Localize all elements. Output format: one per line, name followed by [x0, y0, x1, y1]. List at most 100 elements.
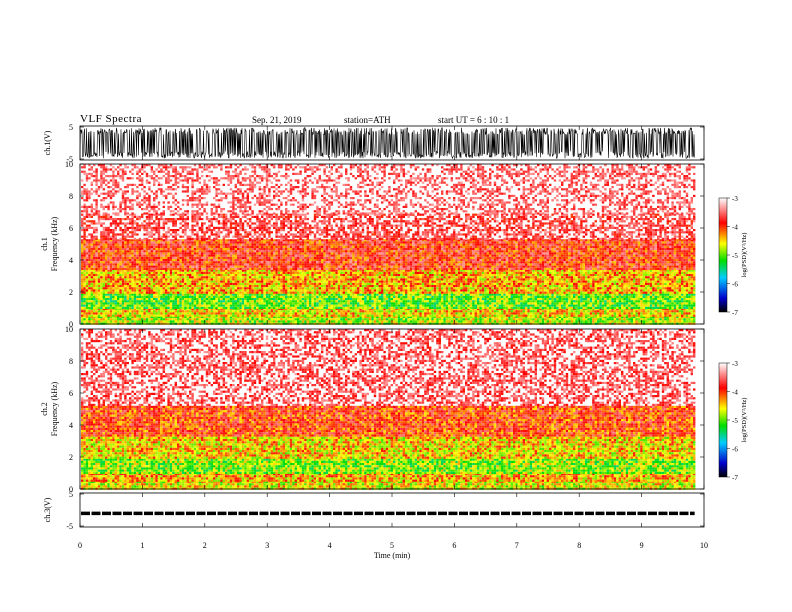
spectrogram-cell — [652, 320, 654, 322]
spectrogram-cell — [400, 320, 402, 322]
spectrogram-cell — [100, 320, 102, 322]
spectrogram-cell — [309, 318, 311, 320]
spectrogram-cell — [650, 320, 652, 322]
spectrogram-cell — [165, 320, 167, 322]
spectrogram-cell — [659, 320, 661, 322]
spectrogram-cell — [93, 318, 95, 320]
spectrogram-cell — [386, 318, 388, 320]
spectrogram-cell — [439, 318, 441, 320]
spectrogram-cell — [206, 318, 208, 320]
spectrogram-cell — [86, 318, 88, 320]
spectrogram-cell — [547, 318, 549, 320]
spectrogram-cell — [501, 320, 503, 322]
spectrogram-cell — [247, 318, 249, 320]
y-tick-label: 5 — [69, 123, 73, 132]
spectrogram-cell — [259, 320, 261, 322]
spectrogram-cell — [83, 320, 85, 322]
spectrogram-cell — [638, 320, 640, 322]
spectrogram-cell — [179, 318, 181, 320]
spectrogram-cell — [127, 310, 129, 312]
spectrogram-cell — [143, 310, 145, 312]
spectrogram-cell — [273, 318, 275, 320]
spectrogram-cell — [614, 318, 616, 320]
spectrogram-cell — [566, 318, 568, 320]
spectrogram-cell — [566, 320, 568, 322]
spectrogram-cell — [547, 320, 549, 322]
spectrogram-cell — [167, 318, 169, 320]
spectrogram-cell — [381, 320, 383, 322]
spectrogram-cell — [196, 318, 198, 320]
spectrogram-cell — [285, 318, 287, 320]
spectrogram-cell — [573, 320, 575, 322]
spectrogram-cell — [496, 320, 498, 322]
spectrogram-cell — [184, 310, 186, 312]
spectrogram-cell — [148, 320, 150, 322]
spectrogram-cell — [674, 318, 676, 320]
spectrogram-cell — [302, 320, 304, 322]
spectrogram-cell — [643, 318, 645, 320]
spectrogram-cell — [299, 320, 301, 322]
spectrogram-cell — [175, 310, 177, 312]
spectrogram-cell — [623, 318, 625, 320]
spectrogram-cell — [563, 318, 565, 320]
spectrogram-cell — [220, 318, 222, 320]
spectrogram-cell — [513, 318, 515, 320]
spectrogram-cell — [494, 320, 496, 322]
spectrogram-cell — [105, 310, 107, 312]
spectrogram-cell — [148, 318, 150, 320]
spectrogram-cell — [535, 320, 537, 322]
spectrogram-cell — [501, 318, 503, 320]
spectrogram-cell — [549, 320, 551, 322]
spectrogram-cell — [271, 318, 273, 320]
spectrogram-cell — [417, 318, 419, 320]
spectrogram-cell — [359, 318, 361, 320]
spectrogram-cell — [321, 318, 323, 320]
spectrogram-cell — [467, 320, 469, 322]
spectrogram-cell — [158, 318, 160, 320]
spectrogram-cell — [235, 318, 237, 320]
spectrogram-cell — [131, 310, 133, 312]
spectrogram-cell — [542, 320, 544, 322]
spectrogram-cell — [664, 320, 666, 322]
spectrogram-cell — [604, 318, 606, 320]
spectrogram-cell — [357, 318, 359, 320]
spectrogram-cell — [595, 318, 597, 320]
spectrogram-cell — [172, 320, 174, 322]
spectrogram-cell — [587, 320, 589, 322]
spectrogram-cell — [83, 310, 85, 312]
spectrogram-cell — [117, 318, 119, 320]
spectrogram-cell — [374, 320, 376, 322]
spectrogram-cell — [465, 320, 467, 322]
spectrogram-cell — [499, 320, 501, 322]
spectrogram-cell — [479, 320, 481, 322]
spectrogram-cell — [88, 318, 90, 320]
spectrogram-cell — [347, 318, 349, 320]
spectrogram-cell — [477, 320, 479, 322]
spectrogram-cell — [434, 320, 436, 322]
spectrogram-cell — [112, 318, 114, 320]
spectrogram-cell — [91, 320, 93, 322]
spectrogram-cell — [187, 318, 189, 320]
spectrogram-cell — [657, 318, 659, 320]
spectrogram-cell — [347, 320, 349, 322]
spectrogram-cell — [429, 320, 431, 322]
spectrogram-cell — [443, 320, 445, 322]
spectrogram-cell — [146, 310, 148, 312]
spectrogram-cell — [98, 318, 100, 320]
spectrogram-cell — [571, 318, 573, 320]
spectrogram-cell — [98, 320, 100, 322]
spectrogram-cell — [107, 310, 109, 312]
spectrogram-cell — [506, 318, 508, 320]
spectrogram-cell — [645, 320, 647, 322]
spectrogram-cell — [621, 318, 623, 320]
spectrogram-cell — [367, 318, 369, 320]
spectrogram-cell — [628, 320, 630, 322]
spectrogram-cell — [496, 318, 498, 320]
spectrogram-cell — [369, 320, 371, 322]
spectrogram-cell — [136, 318, 138, 320]
spectrogram-cell — [597, 320, 599, 322]
spectrogram-cell — [367, 320, 369, 322]
spectrogram-cell — [237, 318, 239, 320]
spectrogram-cell — [415, 320, 417, 322]
spectrogram-cell — [379, 318, 381, 320]
